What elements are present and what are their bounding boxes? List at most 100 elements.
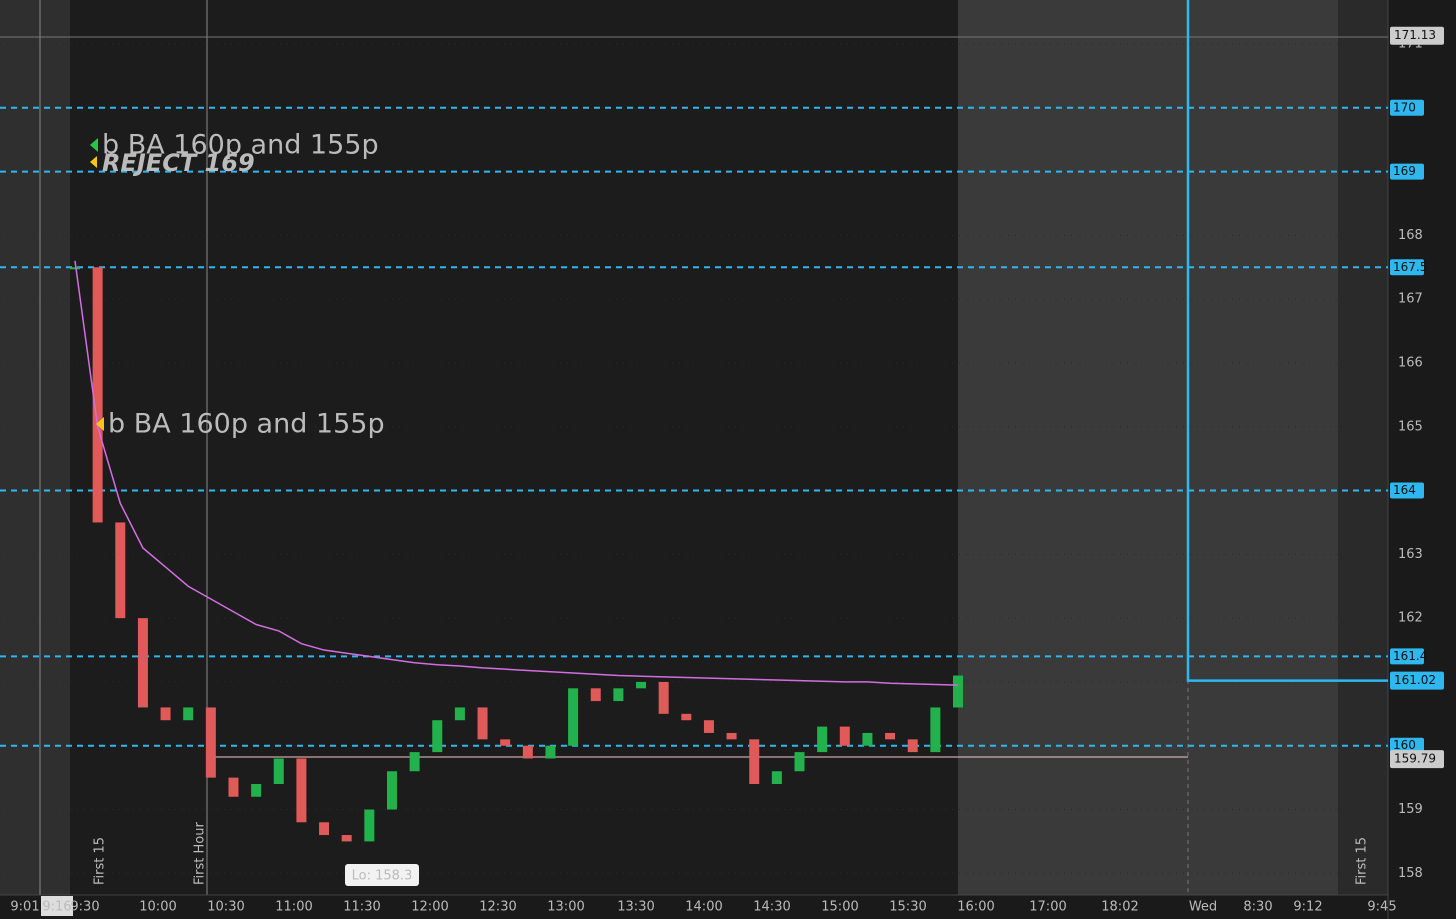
annotation: First 15	[93, 837, 108, 885]
x-tick-label: 8:30	[1243, 900, 1272, 915]
candle	[296, 758, 307, 823]
level-tag: 164	[1393, 483, 1416, 497]
y-tick-label: 167	[1398, 292, 1423, 307]
candle	[749, 739, 760, 785]
candle	[500, 739, 511, 746]
y-tick-label: 158	[1398, 866, 1423, 881]
y-tick-label: 163	[1398, 547, 1423, 562]
annotation: Lo: 158.3	[352, 869, 413, 884]
x-tick-label: 18:02	[1101, 900, 1138, 915]
price-tag-box	[1390, 671, 1444, 690]
x-tick-label: 9:12	[1293, 900, 1322, 915]
candle	[522, 745, 533, 759]
candle	[590, 688, 601, 702]
x-tick-label: Wed	[1189, 900, 1217, 915]
level-tag-box	[1390, 99, 1424, 116]
candle	[183, 707, 194, 721]
x-tick-label: 15:00	[821, 900, 858, 915]
annotation: b BA 160p and 155p	[108, 409, 385, 440]
candle	[568, 688, 579, 746]
premarket-zone	[0, 0, 70, 895]
candle	[839, 726, 850, 746]
candle	[636, 681, 647, 689]
afterhours-zone	[958, 0, 1338, 895]
x-tick-label: 16:00	[957, 900, 994, 915]
price-tag: 171.13	[1394, 28, 1436, 42]
candle	[409, 752, 420, 772]
x-tick-label: 9:01	[10, 900, 39, 915]
x-tick-label: 10:30	[207, 900, 244, 915]
candle	[160, 707, 171, 721]
crosshair-x-box	[41, 896, 73, 916]
x-tick-label: 14:00	[685, 900, 722, 915]
candle	[228, 777, 239, 797]
price-tag-box	[1390, 26, 1444, 45]
candle	[205, 707, 216, 778]
candle	[341, 835, 352, 842]
level-tag-box	[1390, 163, 1424, 180]
candle	[454, 707, 465, 721]
x-tick-label: 9:30	[70, 900, 99, 915]
candle	[477, 707, 488, 740]
level-tag-box	[1390, 482, 1424, 499]
candle	[771, 771, 782, 785]
candle	[817, 726, 828, 753]
x-tick-label: 11:00	[275, 900, 312, 915]
x-tick-label: 13:00	[547, 900, 584, 915]
candle	[862, 732, 873, 746]
x-tick-label: 9:16	[42, 900, 71, 915]
candle	[92, 267, 103, 523]
candle	[794, 752, 805, 772]
level-tag: 169	[1393, 164, 1416, 178]
candle	[545, 745, 556, 759]
candle	[726, 732, 737, 740]
annotation-arrow	[96, 417, 104, 431]
annotation: REJECT 169	[102, 149, 255, 177]
annotation-arrow	[90, 138, 98, 152]
candle	[953, 675, 963, 708]
level-tag-box	[1390, 737, 1424, 754]
y-tick-label: 162	[1398, 611, 1423, 626]
annotation: First Hour	[193, 822, 208, 885]
annotation-arrow	[90, 156, 97, 168]
x-tick-label: 10:00	[139, 900, 176, 915]
candle	[432, 720, 443, 753]
annotation: First 15	[1355, 837, 1370, 885]
candle	[115, 522, 126, 619]
level-tag-box	[1390, 259, 1424, 276]
x-tick-label: 12:30	[479, 900, 516, 915]
level-tag-box	[1390, 648, 1424, 665]
candle	[386, 771, 397, 810]
price-tag: 161.02	[1394, 673, 1436, 687]
vwap-line	[74, 260, 959, 686]
y-tick-label: 165	[1398, 419, 1423, 434]
price-tag: 159.79	[1394, 752, 1436, 766]
alert-line	[1186, 0, 1388, 682]
candle	[251, 784, 262, 797]
candle	[319, 822, 330, 836]
candle	[273, 758, 284, 785]
candle	[613, 688, 624, 702]
level-tag: 160	[1393, 738, 1416, 752]
candle	[364, 809, 375, 842]
level-tag: 161.4	[1393, 649, 1427, 663]
candle	[137, 618, 148, 708]
x-tick-label: 14:30	[753, 900, 790, 915]
y-tick-label: 159	[1398, 802, 1423, 817]
x-tick-label: 11:30	[343, 900, 380, 915]
y-tick-label: 168	[1398, 228, 1423, 243]
candle	[681, 713, 692, 721]
candle	[70, 267, 80, 270]
annotation: b BA 160p and 155p	[102, 130, 379, 161]
candle	[703, 720, 714, 733]
x-tick-label: 9:45	[1367, 900, 1396, 915]
x-tick-label: 12:00	[411, 900, 448, 915]
x-tick-label: 17:00	[1029, 900, 1066, 915]
candle	[930, 707, 941, 753]
x-tick-label: 13:30	[617, 900, 654, 915]
level-tag: 170	[1393, 100, 1416, 114]
level-tag: 167.5	[1393, 260, 1427, 274]
price-tag-box	[1390, 750, 1444, 769]
candle	[907, 739, 918, 753]
